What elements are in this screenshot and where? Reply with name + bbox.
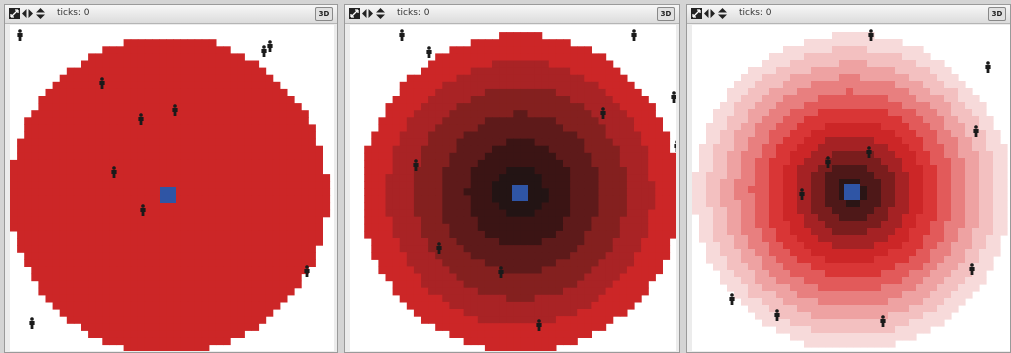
up-down-arrows-icon[interactable]	[375, 8, 386, 19]
ticks-counter: ticks: 0	[739, 8, 772, 18]
3d-view-button[interactable]: 3D	[315, 7, 333, 21]
world-view-panel-1: ticks: 0 3D	[4, 4, 338, 353]
world-canvas	[10, 25, 334, 351]
zoom-icon[interactable]	[9, 8, 20, 19]
world-view-panel-3: ticks: 0 3D	[686, 4, 1011, 353]
view-toolbar: ticks: 0 3D	[687, 5, 1010, 24]
source-patch	[844, 184, 860, 200]
left-right-arrows-icon[interactable]	[362, 8, 373, 19]
view-toolbar: ticks: 0 3D	[5, 5, 337, 24]
world-svg	[10, 25, 334, 351]
source-patch	[160, 187, 176, 203]
world-canvas	[692, 25, 1010, 351]
zoom-icon[interactable]	[349, 8, 360, 19]
3d-view-button[interactable]: 3D	[657, 7, 675, 21]
world-view-panel-2: ticks: 0 3D	[344, 4, 680, 353]
up-down-arrows-icon[interactable]	[35, 8, 46, 19]
world-svg	[692, 25, 1010, 351]
source-patch	[512, 185, 528, 201]
ticks-counter: ticks: 0	[397, 8, 430, 18]
zoom-icon[interactable]	[691, 8, 702, 19]
world-canvas	[350, 25, 676, 351]
left-right-arrows-icon[interactable]	[704, 8, 715, 19]
3d-view-button[interactable]: 3D	[988, 7, 1006, 21]
view-toolbar: ticks: 0 3D	[345, 5, 679, 24]
world-svg	[350, 25, 676, 351]
ticks-counter: ticks: 0	[57, 8, 90, 18]
up-down-arrows-icon[interactable]	[717, 8, 728, 19]
left-right-arrows-icon[interactable]	[22, 8, 33, 19]
